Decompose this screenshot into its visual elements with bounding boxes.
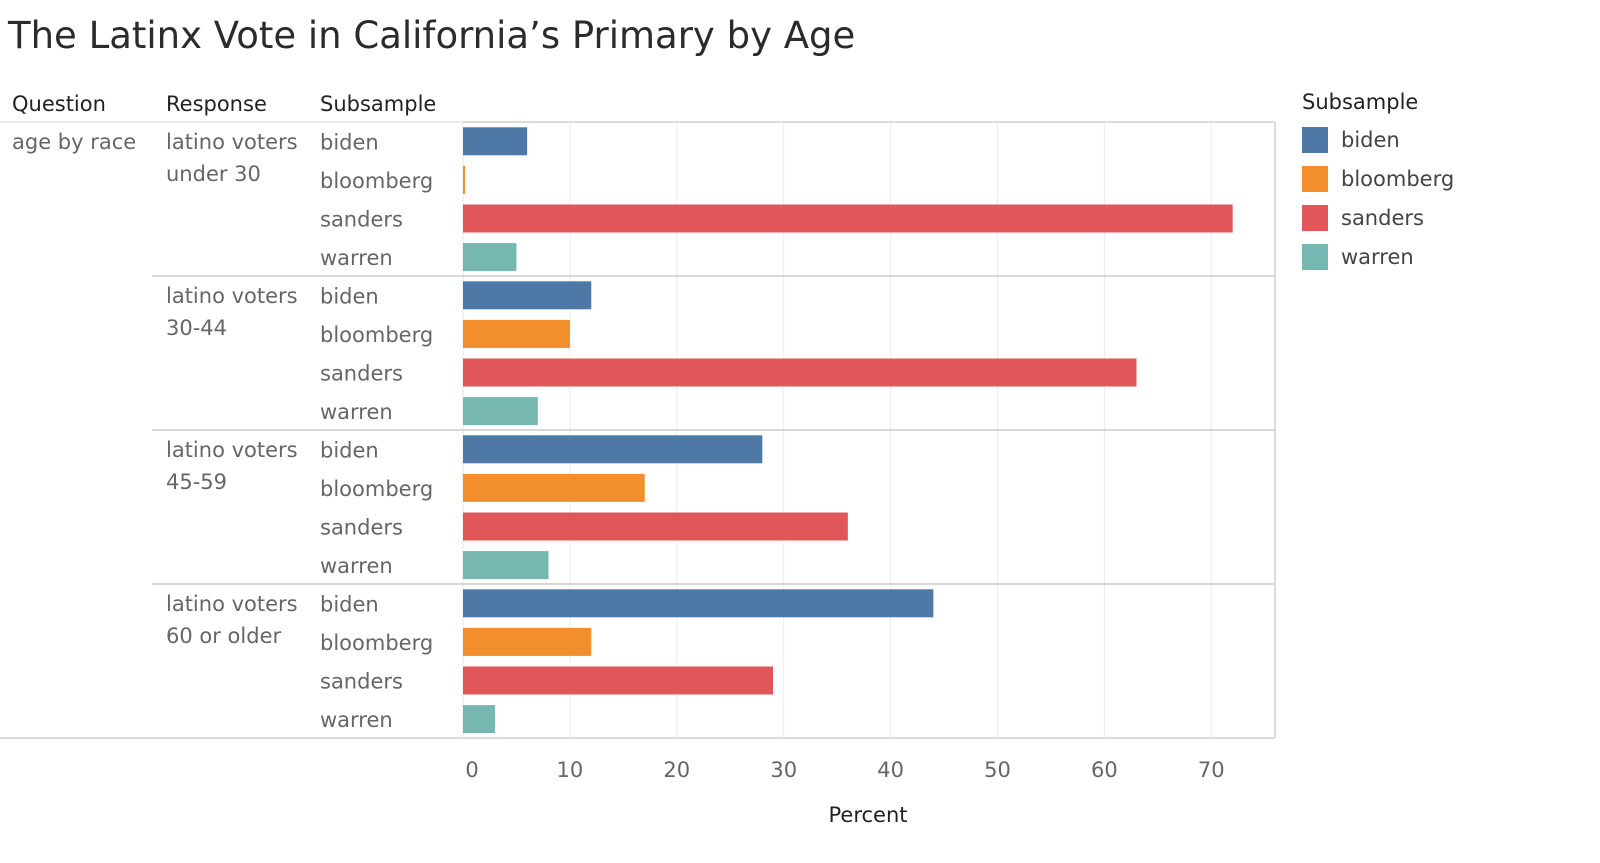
subsample-label: warren (320, 708, 393, 732)
bar-sanders (463, 358, 1137, 387)
subsample-label: sanders (320, 516, 403, 540)
subsample-label: biden (320, 130, 379, 154)
x-tick-label: 0 (465, 758, 478, 782)
question-column-header: Question (12, 92, 106, 116)
subsample-label: biden (320, 284, 379, 308)
subsample-label: biden (320, 438, 379, 462)
bar-sanders (463, 512, 848, 541)
bar-bloomberg (463, 473, 645, 502)
bar-warren (463, 551, 549, 580)
legend-swatch-warren (1302, 243, 1328, 270)
subsample-label: bloomberg (320, 477, 433, 501)
bar-biden (463, 281, 592, 310)
legend-label-bloomberg: bloomberg (1341, 166, 1455, 191)
x-tick-label: 50 (984, 758, 1011, 782)
bar-warren (463, 397, 538, 426)
response-label: latino voters (166, 284, 298, 308)
subsample-label: biden (320, 592, 379, 616)
legend-item-warren[interactable]: warren (1302, 237, 1454, 276)
subsample-label: warren (320, 400, 393, 424)
x-tick-label: 30 (770, 758, 797, 782)
legend-label-warren: warren (1341, 244, 1414, 269)
legend-item-sanders[interactable]: sanders (1302, 198, 1454, 237)
legend-label-biden: biden (1341, 127, 1400, 152)
x-tick-label: 10 (557, 758, 584, 782)
legend-item-bloomberg[interactable]: bloomberg (1302, 159, 1454, 198)
bar-sanders (463, 666, 774, 695)
response-label: latino voters (166, 130, 298, 154)
subsample-label: bloomberg (320, 169, 433, 193)
response-column-header: Response (166, 92, 267, 116)
response-label: latino voters (166, 592, 298, 616)
bar-warren (463, 705, 496, 734)
response-label: 45-59 (166, 470, 227, 494)
bar-biden (463, 435, 763, 464)
subsample-label: warren (320, 554, 393, 578)
response-label: 60 or older (166, 624, 281, 648)
question-label: age by race (12, 130, 136, 154)
x-tick-label: 60 (1091, 758, 1118, 782)
subsample-label: bloomberg (320, 631, 433, 655)
subsample-label: sanders (320, 670, 403, 694)
legend-swatch-biden (1302, 126, 1328, 153)
response-label: latino voters (166, 438, 298, 462)
response-label: under 30 (166, 162, 261, 186)
bar-bloomberg (463, 627, 592, 656)
subsample-column-header: Subsample (320, 92, 437, 116)
subsample-label: warren (320, 246, 393, 270)
bar-bloomberg (463, 319, 570, 348)
bar-bloomberg (463, 165, 466, 194)
chart-title: The Latinx Vote in California’s Primary … (8, 14, 856, 57)
bar-biden (463, 589, 934, 618)
x-axis-title: Percent (828, 803, 907, 827)
x-tick-label: 20 (663, 758, 690, 782)
bar-biden (463, 127, 528, 156)
subsample-label: bloomberg (320, 323, 433, 347)
legend-swatch-bloomberg (1302, 165, 1328, 192)
subsample-label: sanders (320, 362, 403, 386)
legend-label-sanders: sanders (1341, 205, 1424, 230)
x-tick-label: 70 (1198, 758, 1225, 782)
subsample-label: sanders (320, 208, 403, 232)
x-tick-label: 40 (877, 758, 904, 782)
legend-swatch-sanders (1302, 204, 1328, 231)
legend-title: Subsample (1302, 90, 1419, 114)
legend-item-biden[interactable]: biden (1302, 120, 1454, 159)
bar-sanders (463, 204, 1233, 233)
legend: Subsample biden bloomberg sanders warren (1302, 90, 1454, 276)
response-label: 30-44 (166, 316, 227, 340)
bar-warren (463, 243, 517, 272)
